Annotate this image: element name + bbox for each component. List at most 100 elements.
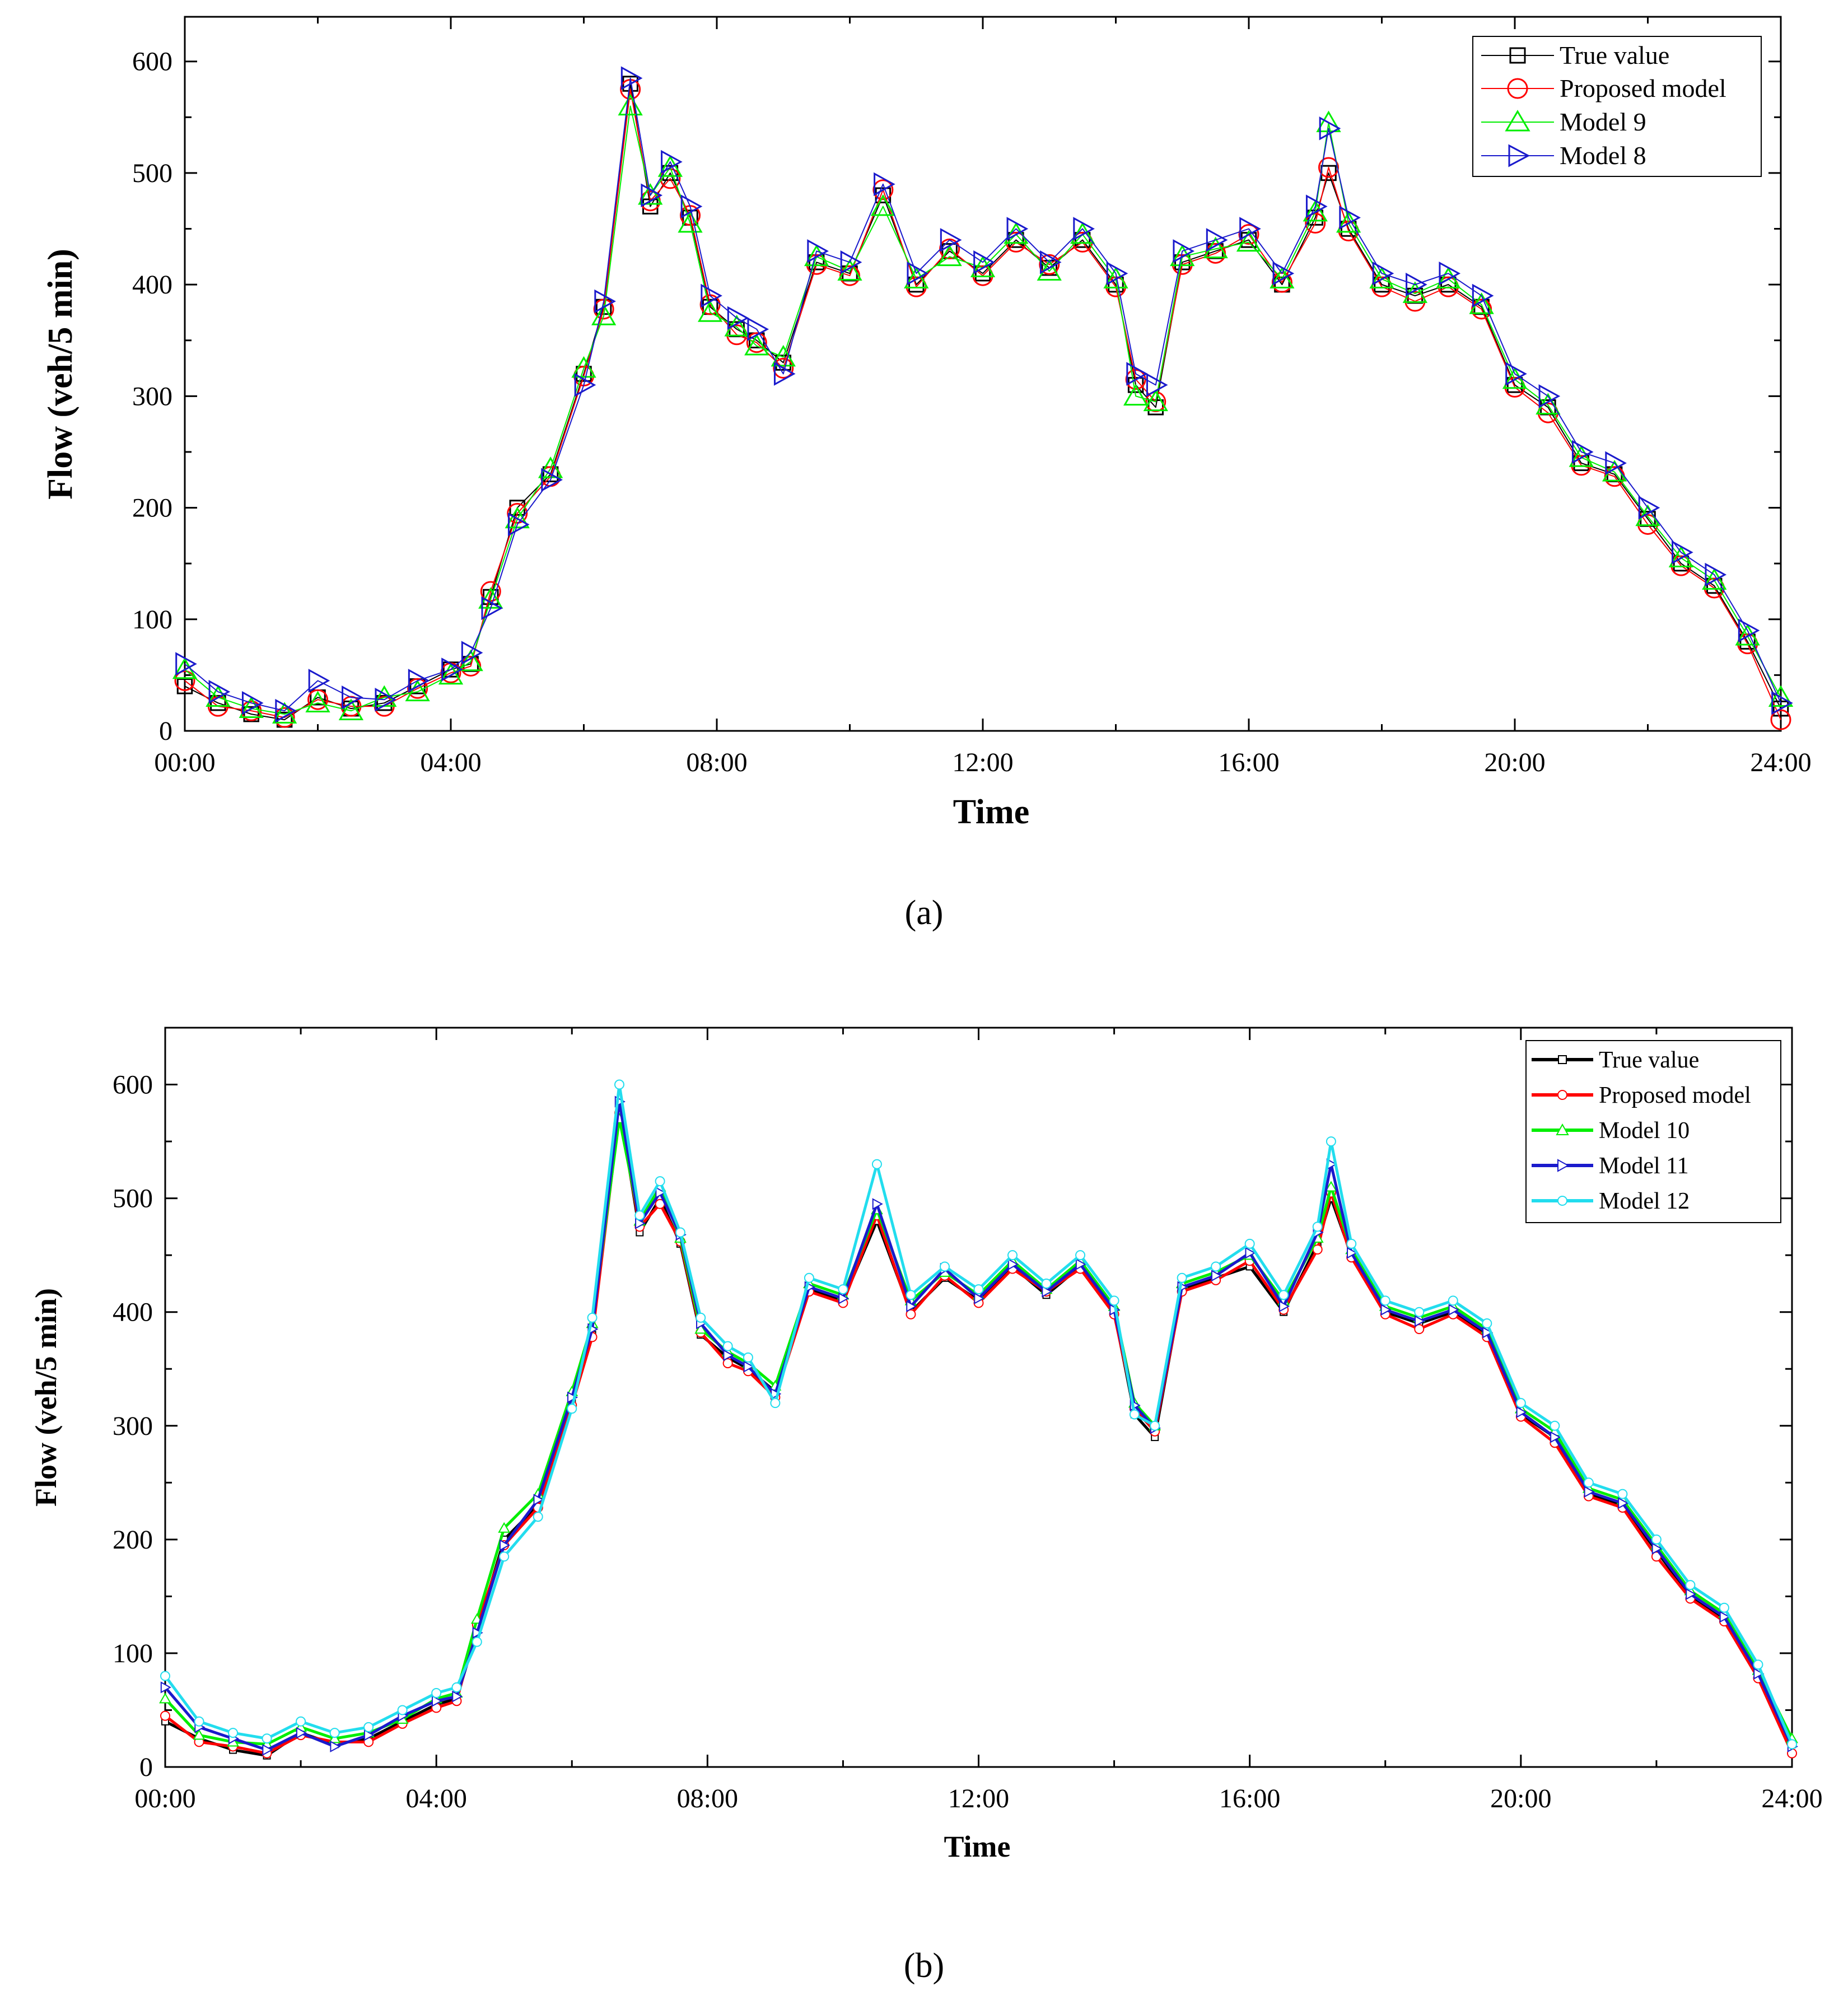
panel-b-data-point (1245, 1247, 1256, 1259)
panel-b-data-point (1482, 1318, 1492, 1328)
panel-b-data-point (431, 1695, 443, 1707)
panel-b-data-point (906, 1290, 916, 1300)
panel-a-data-point (1770, 709, 1791, 730)
panel-a-data-point (206, 685, 231, 707)
panel-b-data-point (587, 1312, 598, 1323)
panel-b-legend-entry-model-10: Model 10 (1532, 1118, 1690, 1144)
panel-b-data-point (1312, 1221, 1323, 1232)
panel-b-data-point (770, 1398, 781, 1409)
panel-a-legend-label: Model 8 (1560, 141, 1646, 170)
panel-b-legend-label: Model 10 (1599, 1118, 1690, 1144)
panel-a-data-point (1702, 568, 1727, 590)
panel-a-data-point (1070, 222, 1095, 244)
panel-a-data-point (1638, 496, 1660, 520)
panel-b-data-point (1414, 1324, 1425, 1335)
panel-b-data-point (159, 1692, 171, 1704)
panel-a-data-point (1146, 373, 1168, 397)
panel-a-data-point (1170, 244, 1195, 267)
panel-b-x-ticks: 00:00 04:00 08:00 12:00 16:00 20:00 24:00 (134, 1028, 1823, 1813)
panel-a-y-axis-title: Flow (veh/5 min) (41, 249, 80, 500)
panel-a-data-point (1336, 211, 1361, 233)
panel-a-series-line (184, 83, 1781, 721)
panel-b-data-point (804, 1272, 814, 1283)
panel-a-data-point (239, 696, 264, 718)
panel-b-y-tick-label: 0 (139, 1752, 153, 1782)
panel-b-data-point (262, 1744, 273, 1756)
panel-b-data-point (1516, 1406, 1527, 1418)
panel-b-y-axis-title: Flow (veh/5 min) (29, 1288, 63, 1507)
panel-b-data-point (1007, 1258, 1019, 1270)
panel-a-data-point (338, 698, 364, 720)
panel-a-data-point (1319, 116, 1341, 141)
panel-a-data-point (1772, 700, 1789, 717)
panel-b-data-point (1651, 1542, 1663, 1555)
panel-a-data-point (618, 94, 643, 116)
panel-b-x-tick-label: 24:00 (1761, 1784, 1822, 1813)
panel-b-data-point (1618, 1497, 1629, 1509)
panel-a-data-point (175, 652, 197, 676)
panel-a-data-point (571, 356, 596, 378)
panel-a-data-point (907, 261, 929, 286)
panel-b-data-point (1278, 1290, 1289, 1300)
panel-b-data-point (872, 1198, 883, 1210)
panel-b-data-point (1007, 1250, 1018, 1261)
panel-a-data-point (1436, 267, 1461, 288)
panel-a-data-point (1672, 540, 1693, 565)
panel-b-data-point (1347, 1247, 1358, 1259)
panel-b-legend-entry-true-value: True value (1532, 1047, 1699, 1073)
panel-a-x-tick-label: 08:00 (686, 748, 747, 777)
panel-a-data-point (461, 641, 483, 665)
panel-a-y-tick-label: 200 (132, 493, 172, 523)
panel-b-data-point (1075, 1258, 1086, 1270)
panel-a-data-point (1569, 445, 1594, 467)
panel-b-x-tick-label: 12:00 (948, 1784, 1009, 1813)
panel-a-data-point (1439, 261, 1461, 286)
panel-b-data-point (743, 1360, 754, 1373)
panel-a-data-point (594, 289, 616, 314)
panel-b-data-point (1448, 1295, 1458, 1306)
panel-a-data-point (442, 661, 459, 678)
panel-a-legend-label: Model 9 (1560, 108, 1646, 136)
panel-b-data-point (655, 1186, 666, 1199)
panel-a-series (172, 66, 1794, 730)
panel-a-data-point (441, 658, 463, 682)
panel-b-data-point (655, 1176, 665, 1187)
panel-a-data-point (1305, 213, 1326, 234)
panel-b: 00:00 04:00 08:00 12:00 16:00 20:00 24:00 0 100… (29, 1027, 1823, 1985)
panel-a-data-point (1106, 261, 1128, 286)
panel-b-data-point (1346, 1238, 1357, 1249)
panel-a-data-point (1369, 267, 1394, 288)
panel-b-x-tick-label: 20:00 (1490, 1784, 1551, 1813)
square-marker-icon (1558, 1055, 1567, 1064)
panel-a-y-ticks: 0 100 200 300 400 500 600 (132, 47, 1781, 746)
panel-a-data-point (904, 267, 929, 288)
panel-a-data-point (870, 194, 896, 216)
panel-b-data-point (193, 1729, 206, 1740)
panel-a-data-point (574, 373, 596, 397)
panel-a-data-point (701, 283, 722, 308)
panel-b-data-point (1129, 1409, 1140, 1420)
panel-b-data-point (722, 1341, 733, 1351)
panel-b-data-point (1244, 1238, 1255, 1249)
panel-b-data-point (1685, 1580, 1696, 1591)
panel-a-data-point (1502, 367, 1528, 389)
panel-a-data-point (1571, 440, 1594, 464)
panel-a-data-point (481, 596, 503, 621)
panel-b-data-point (1075, 1250, 1086, 1261)
panel-a-data-point (275, 698, 297, 723)
panel-a-data-point (773, 358, 794, 379)
panel-a-data-point (243, 706, 259, 722)
panel-a-data-point (771, 344, 796, 367)
panel-b-data-point (1414, 1307, 1425, 1317)
panel-b-data-point (329, 1728, 340, 1738)
panel-b-data-point (1753, 1659, 1763, 1670)
panel-b-data-point (1211, 1270, 1222, 1282)
panel-b-data-point (1617, 1489, 1628, 1499)
panel-b-data-point (160, 1710, 170, 1721)
panel-b-data-point (1278, 1300, 1290, 1313)
panel-a-data-point (405, 679, 430, 702)
panel-a-data-point (1270, 267, 1295, 288)
panel-b-legend-label: Model 12 (1599, 1188, 1690, 1214)
panel-b-data-point (1042, 1285, 1053, 1298)
panel-a-data-point (746, 332, 767, 353)
